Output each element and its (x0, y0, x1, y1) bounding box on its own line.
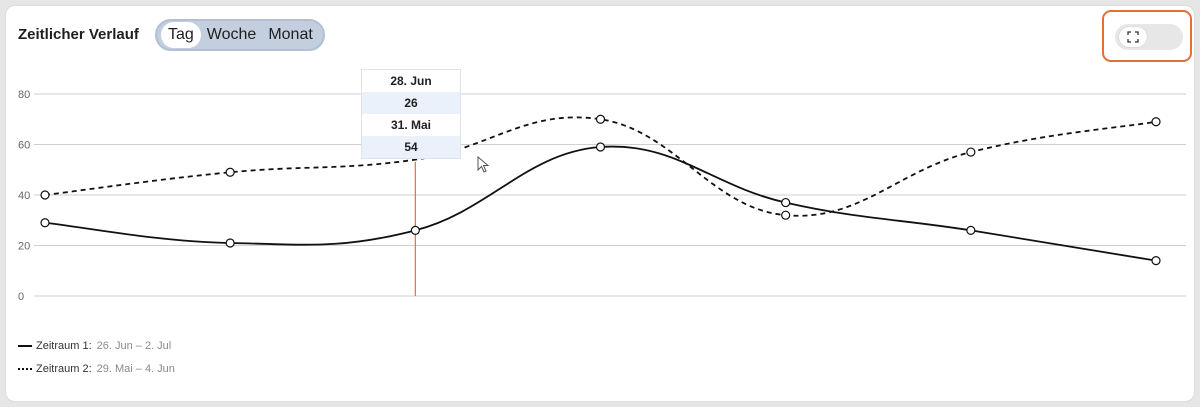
series-line-zeitraum-1 (44, 145, 1157, 262)
legend-dashed-line (18, 368, 32, 370)
data-point-zeitraum-1[interactable] (225, 238, 235, 248)
expand-icon (1127, 31, 1139, 43)
mouse-cursor-icon (477, 156, 490, 173)
data-point-zeitraum-1[interactable] (410, 225, 420, 235)
chart-card: Zeitlicher Verlauf Tag Woche Monat Zeitr… (5, 5, 1195, 402)
legend-item-2: Zeitraum 2: 29. Mai – 4. Jun (18, 363, 175, 375)
data-point-zeitraum-2[interactable] (781, 210, 791, 220)
tab-tag[interactable]: Tag (161, 22, 201, 48)
y-tick-label: 0 (18, 291, 24, 303)
y-tick-label: 40 (18, 190, 30, 202)
toggle-knob[interactable] (1119, 27, 1147, 47)
data-point-zeitraum-1[interactable] (966, 225, 976, 235)
tooltip-date-2: 31. Mai (390, 118, 432, 132)
legend-label-2: Zeitraum 2: (36, 363, 92, 375)
data-point-zeitraum-2[interactable] (40, 190, 50, 200)
data-point-zeitraum-1[interactable] (40, 218, 50, 228)
data-point-zeitraum-2[interactable] (966, 147, 976, 157)
legend-label-1: Zeitraum 1: (36, 340, 92, 352)
y-tick-label: 20 (18, 241, 30, 253)
tooltip-value-1: 26 (362, 92, 460, 114)
data-point-zeitraum-1[interactable] (1151, 256, 1161, 266)
expand-toggle[interactable] (1115, 24, 1183, 50)
legend-range-1: 26. Jun – 2. Jul (96, 340, 172, 352)
chart-title: Zeitlicher Verlauf (18, 26, 139, 43)
data-point-zeitraum-2[interactable] (225, 167, 235, 177)
range-segmented-control: Tag Woche Monat (155, 19, 325, 51)
data-point-zeitraum-2[interactable] (595, 114, 606, 124)
legend-solid-line (18, 345, 32, 347)
data-point-zeitraum-1[interactable] (595, 142, 606, 152)
legend-range-2: 29. Mai – 4. Jun (96, 363, 175, 375)
tooltip-date-1: 28. Jun (390, 74, 432, 88)
tooltip-value-2: 54 (362, 136, 460, 158)
data-point-zeitraum-1[interactable] (781, 197, 791, 208)
tab-woche[interactable]: Woche (206, 26, 257, 43)
series-line-zeitraum-2 (44, 116, 1157, 217)
y-tick-label: 60 (18, 140, 30, 152)
y-tick-label: 80 (18, 89, 30, 101)
tab-monat[interactable]: Monat (268, 26, 313, 43)
data-point-zeitraum-2[interactable] (1151, 117, 1161, 127)
legend-item-1: Zeitraum 1: 26. Jun – 2. Jul (18, 340, 171, 352)
chart-tooltip: 28. Jun 26 31. Mai 54 (361, 69, 461, 159)
expand-toggle-highlight (1102, 10, 1192, 62)
